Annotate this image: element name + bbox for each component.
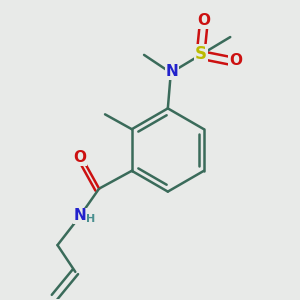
Text: N: N [166,64,179,79]
Text: N: N [74,208,86,224]
Text: S: S [195,45,207,63]
Text: O: O [73,150,86,165]
Text: O: O [198,13,211,28]
Text: O: O [229,53,242,68]
Text: H: H [86,214,95,224]
